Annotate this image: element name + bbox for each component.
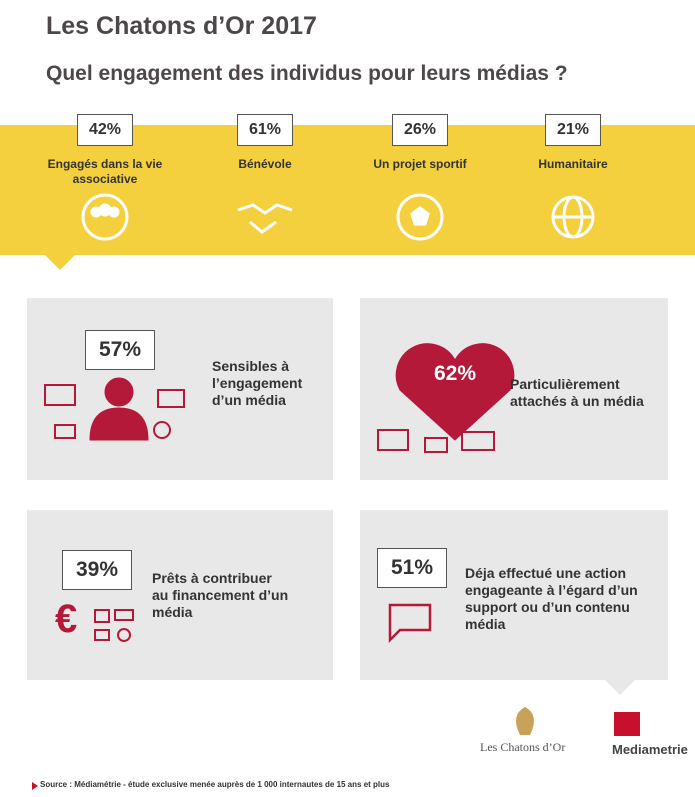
panel-label: Déja effectué une action engageante à l’…: [465, 565, 638, 632]
panel-value: 51%: [377, 548, 447, 588]
media-icons: [44, 384, 495, 642]
chatons-logo: [516, 707, 534, 735]
engagement-value: 21%: [545, 114, 601, 146]
panel-bg: [27, 510, 333, 680]
subtitle: Quel engagement des individus pour leurs…: [46, 62, 568, 85]
panel-value: 62%: [433, 362, 477, 385]
panel-value: 39%: [62, 550, 132, 590]
euro-icon: €: [55, 597, 77, 641]
mediametrie-logo: [614, 712, 640, 736]
logo-text: Mediametrie: [612, 742, 688, 757]
engagement-label: Humanitaire: [538, 157, 608, 171]
footer-marker: [32, 782, 38, 790]
icons: [81, 193, 595, 241]
engagement-value: 26%: [392, 114, 448, 146]
engagement-label: Engagés dans la vie associative: [47, 157, 163, 186]
engagement-value: 61%: [237, 114, 293, 146]
engagement-value: 42%: [77, 114, 133, 146]
panel-label: Sensibles à l’engagement d’un média: [212, 358, 303, 408]
engagement-label: Bénévole: [238, 157, 292, 171]
footer: Source : Médiamétrie - étude exclusive m…: [40, 780, 390, 789]
logo-text: Les Chatons d’Or: [480, 740, 566, 754]
icons: €: [55, 343, 515, 644]
panel-label: Particulièrement attachés à un média: [510, 376, 644, 409]
title: Les Chatons d’Or 2017: [46, 12, 317, 40]
panel-value: 57%: [85, 330, 155, 370]
yellow-band: [0, 125, 695, 270]
engagement-label: Un projet sportif: [373, 157, 467, 171]
panel-label: Prêts à contribuer au financement d’un m…: [152, 570, 289, 620]
